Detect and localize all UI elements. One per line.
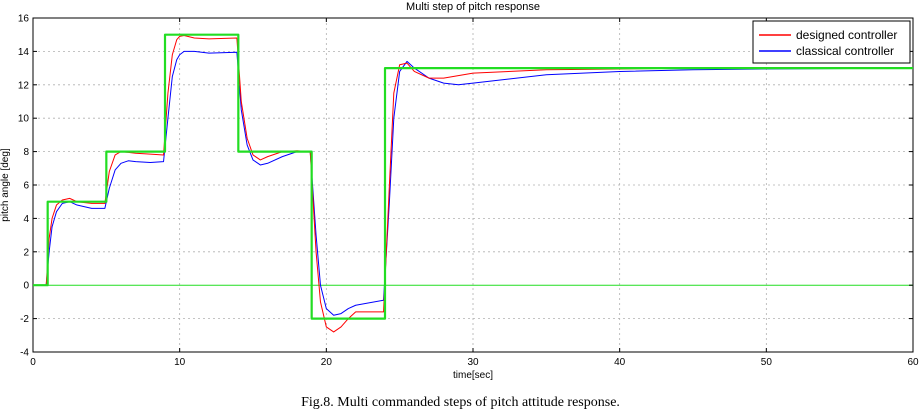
x-tick-label: 0: [30, 357, 36, 368]
x-tick-label: 20: [321, 357, 333, 368]
legend: designed controller classical controller: [752, 20, 911, 64]
legend-label-classical: classical controller: [796, 44, 894, 58]
x-tick-label: 40: [614, 357, 626, 368]
y-tick-label: -2: [20, 314, 29, 325]
x-tick-label: 50: [761, 357, 773, 368]
legend-box: [752, 20, 911, 64]
chart-title: Multi step of pitch response: [406, 1, 540, 13]
x-axis-label: time[sec]: [453, 370, 493, 381]
legend-label-designed: designed controller: [796, 28, 897, 42]
y-tick-label: 12: [18, 80, 30, 91]
series-line-designed: [33, 35, 913, 333]
y-tick-label: 2: [23, 247, 29, 258]
y-tick-label: 6: [23, 181, 29, 192]
series-lines: [33, 33, 914, 333]
y-tick-label: 16: [18, 14, 30, 25]
y-tick-label: 14: [18, 47, 30, 58]
series-line-command: [33, 33, 913, 320]
y-tick-label: 8: [23, 147, 29, 158]
x-tick-label: 60: [907, 357, 919, 368]
axis-ticks: 0 10 20 30 40 50 60 -4 -2 0 2 4 6 8 10 12 14 16: [18, 14, 919, 369]
x-tick-label: 30: [467, 357, 479, 368]
y-tick-label: 0: [23, 281, 29, 292]
x-tick-label: 10: [174, 357, 186, 368]
y-tick-label: 10: [18, 114, 30, 125]
figure-caption: Fig.8. Multi commanded steps of pitch at…: [301, 395, 620, 410]
y-tick-label: 4: [23, 214, 29, 225]
grid-lines: [33, 18, 913, 352]
y-axis-label: pitch angle [deg]: [0, 148, 11, 222]
y-tick-label: -4: [20, 348, 29, 359]
